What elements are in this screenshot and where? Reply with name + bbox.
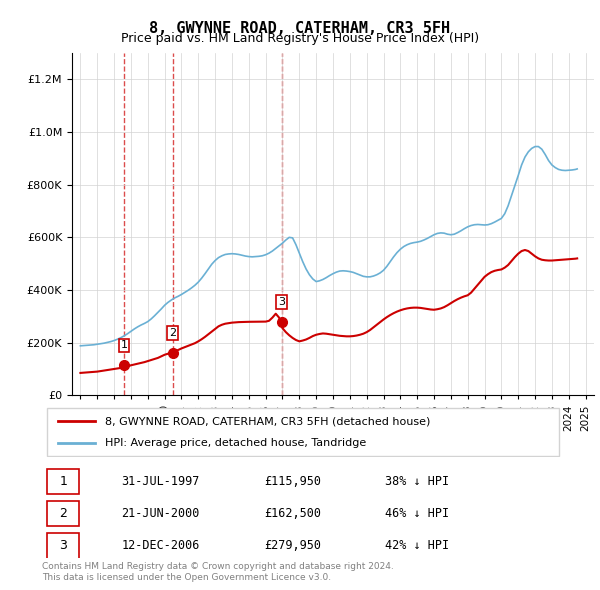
Text: 38% ↓ HPI: 38% ↓ HPI — [385, 475, 449, 488]
Text: 8, GWYNNE ROAD, CATERHAM, CR3 5FH (detached house): 8, GWYNNE ROAD, CATERHAM, CR3 5FH (detac… — [106, 416, 431, 426]
Text: 8, GWYNNE ROAD, CATERHAM, CR3 5FH: 8, GWYNNE ROAD, CATERHAM, CR3 5FH — [149, 21, 451, 35]
FancyBboxPatch shape — [47, 469, 79, 494]
Text: 3: 3 — [278, 297, 285, 307]
Text: 2: 2 — [59, 507, 67, 520]
FancyBboxPatch shape — [47, 533, 79, 559]
Text: 1: 1 — [59, 475, 67, 488]
Text: HPI: Average price, detached house, Tandridge: HPI: Average price, detached house, Tand… — [106, 438, 367, 448]
Text: £279,950: £279,950 — [264, 539, 321, 552]
FancyBboxPatch shape — [47, 501, 79, 526]
Text: This data is licensed under the Open Government Licence v3.0.: This data is licensed under the Open Gov… — [42, 573, 331, 582]
Text: £115,950: £115,950 — [264, 475, 321, 488]
Text: £162,500: £162,500 — [264, 507, 321, 520]
Text: 42% ↓ HPI: 42% ↓ HPI — [385, 539, 449, 552]
Text: 12-DEC-2006: 12-DEC-2006 — [121, 539, 200, 552]
Text: Price paid vs. HM Land Registry's House Price Index (HPI): Price paid vs. HM Land Registry's House … — [121, 32, 479, 45]
FancyBboxPatch shape — [47, 408, 559, 456]
Text: 46% ↓ HPI: 46% ↓ HPI — [385, 507, 449, 520]
Text: 31-JUL-1997: 31-JUL-1997 — [121, 475, 200, 488]
Text: 1: 1 — [121, 340, 127, 350]
Text: 3: 3 — [59, 539, 67, 552]
Text: 2: 2 — [169, 328, 176, 338]
Text: Contains HM Land Registry data © Crown copyright and database right 2024.: Contains HM Land Registry data © Crown c… — [42, 562, 394, 571]
Text: 21-JUN-2000: 21-JUN-2000 — [121, 507, 200, 520]
